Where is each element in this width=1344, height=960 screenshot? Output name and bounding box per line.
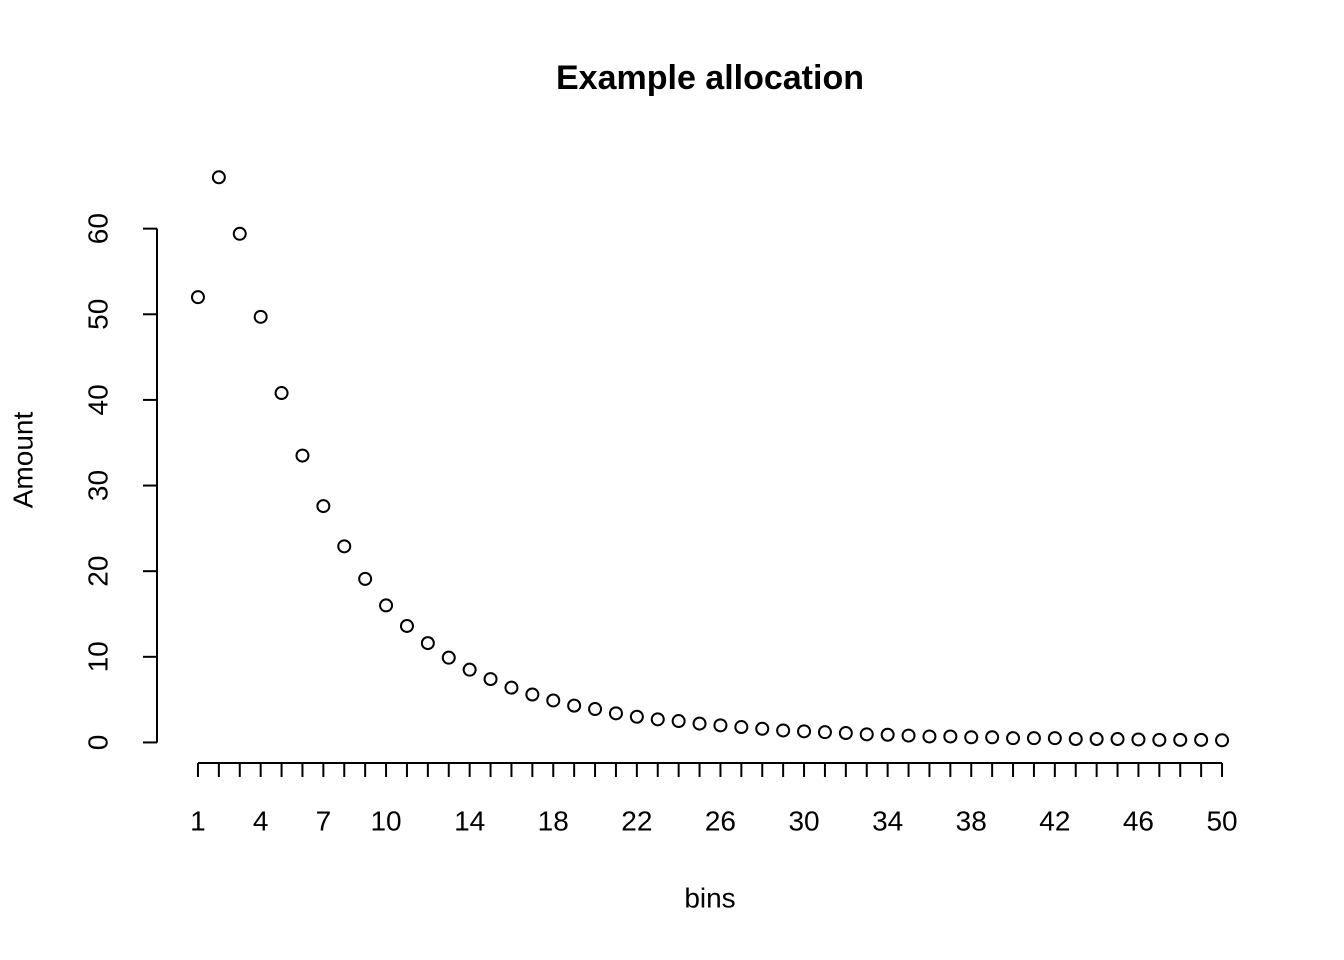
point bbox=[1152, 732, 1167, 747]
point bbox=[1131, 732, 1146, 747]
point bbox=[755, 721, 770, 736]
x-tick-label: 30 bbox=[788, 805, 819, 836]
point bbox=[190, 290, 205, 305]
x-tick-label: 26 bbox=[705, 805, 736, 836]
point bbox=[817, 725, 832, 740]
point bbox=[399, 618, 414, 633]
point bbox=[1089, 732, 1104, 747]
point bbox=[211, 170, 226, 185]
point bbox=[713, 718, 728, 733]
point bbox=[567, 698, 582, 713]
point bbox=[379, 598, 394, 613]
point bbox=[1047, 731, 1062, 746]
point bbox=[608, 706, 623, 721]
point bbox=[337, 539, 352, 554]
point bbox=[1173, 732, 1188, 747]
x-tick-label: 22 bbox=[621, 805, 652, 836]
point bbox=[880, 727, 895, 742]
point bbox=[525, 687, 540, 702]
point bbox=[1194, 732, 1209, 747]
point bbox=[546, 693, 561, 708]
y-axis-label: Amount bbox=[7, 412, 38, 509]
point bbox=[358, 571, 373, 586]
point bbox=[1026, 731, 1041, 746]
y-tick-label: 20 bbox=[82, 556, 113, 587]
y-tick-label: 0 bbox=[82, 735, 113, 751]
x-axis-label: bins bbox=[684, 882, 735, 913]
point bbox=[1110, 732, 1125, 747]
y-tick-label: 50 bbox=[82, 299, 113, 330]
point bbox=[734, 720, 749, 735]
point bbox=[985, 730, 1000, 745]
point bbox=[901, 728, 916, 743]
y-tick-label: 60 bbox=[82, 213, 113, 244]
point bbox=[274, 386, 289, 401]
point bbox=[776, 723, 791, 738]
point bbox=[943, 729, 958, 744]
point bbox=[588, 702, 603, 717]
x-tick-label: 1 bbox=[190, 805, 206, 836]
point bbox=[692, 716, 707, 731]
x-tick-label: 34 bbox=[872, 805, 903, 836]
chart-title: Example allocation bbox=[556, 59, 864, 97]
y-tick-label: 30 bbox=[82, 470, 113, 501]
y-tick-label: 10 bbox=[82, 641, 113, 672]
point bbox=[629, 709, 644, 724]
x-tick-label: 50 bbox=[1206, 805, 1237, 836]
point bbox=[797, 724, 812, 739]
point bbox=[253, 309, 268, 324]
point bbox=[483, 672, 498, 687]
point bbox=[650, 712, 665, 727]
point bbox=[859, 727, 874, 742]
point bbox=[671, 714, 686, 729]
y-tick-label: 40 bbox=[82, 384, 113, 415]
point bbox=[922, 729, 937, 744]
point bbox=[462, 662, 477, 677]
x-tick-label: 14 bbox=[454, 805, 485, 836]
point bbox=[1215, 733, 1230, 748]
point bbox=[316, 499, 331, 514]
x-tick-label: 46 bbox=[1123, 805, 1154, 836]
point bbox=[504, 680, 519, 695]
x-tick-label: 4 bbox=[253, 805, 269, 836]
point bbox=[964, 730, 979, 745]
x-tick-label: 18 bbox=[538, 805, 569, 836]
x-tick-label: 38 bbox=[956, 805, 987, 836]
point bbox=[838, 726, 853, 741]
x-tick-label: 10 bbox=[370, 805, 401, 836]
point bbox=[232, 226, 247, 241]
x-tick-label: 7 bbox=[316, 805, 332, 836]
point bbox=[295, 448, 310, 463]
point bbox=[441, 650, 456, 665]
point bbox=[1006, 731, 1021, 746]
x-tick-label: 42 bbox=[1039, 805, 1070, 836]
point bbox=[420, 636, 435, 651]
point bbox=[1068, 732, 1083, 747]
